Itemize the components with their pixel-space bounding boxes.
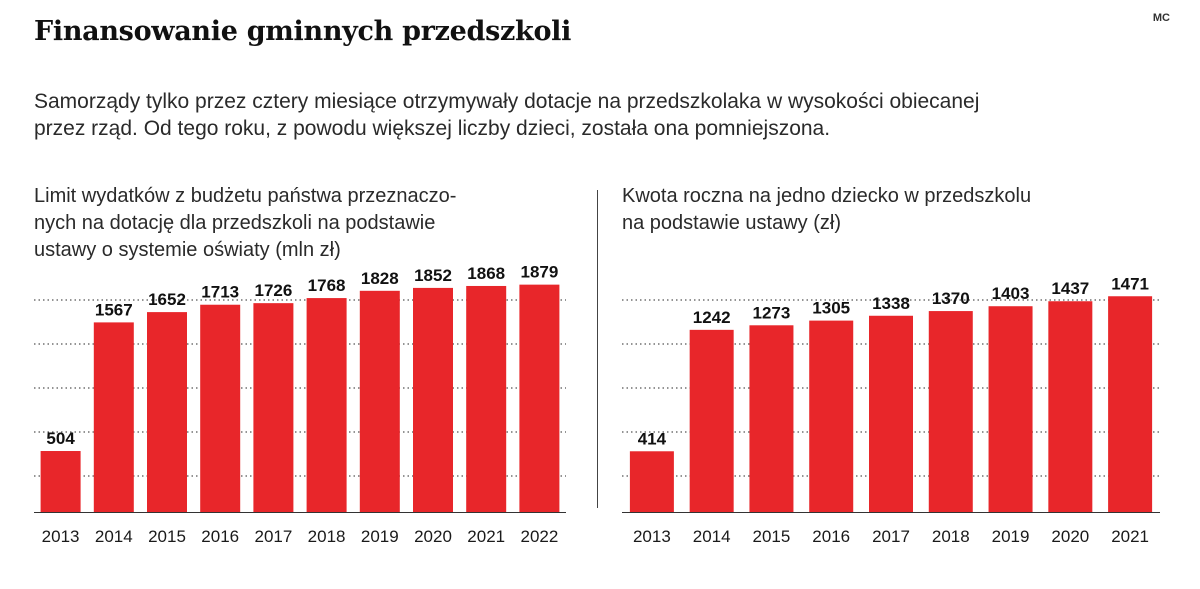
right-data-label-2021: 1471 bbox=[1111, 274, 1149, 293]
chart-divider bbox=[597, 190, 598, 508]
left-data-label-2022: 1879 bbox=[520, 263, 558, 282]
left-tick-label-2015: 2015 bbox=[148, 527, 186, 546]
left-data-label-2013: 504 bbox=[46, 429, 75, 448]
right-data-label-2019: 1403 bbox=[992, 284, 1030, 303]
left-bar-2021 bbox=[466, 285, 507, 512]
left-chart-title-line-1: Limit wydatków z budżetu państwa przezna… bbox=[34, 185, 457, 207]
left-data-label-2015: 1652 bbox=[148, 290, 186, 309]
right-tick-label-2021: 2021 bbox=[1111, 527, 1149, 546]
right-bar-chart: 414 2013 1242 2014 1273 2015 1305 2016 1338 2017 1… bbox=[622, 274, 1160, 546]
left-bar-2020 bbox=[413, 287, 453, 512]
left-tick-label-2014: 2014 bbox=[95, 527, 133, 546]
right-bar-2019 bbox=[988, 306, 1033, 512]
left-tick-label-2013: 2013 bbox=[42, 527, 80, 546]
right-bar-2017 bbox=[869, 315, 913, 512]
right-data-label-2020: 1437 bbox=[1051, 279, 1089, 298]
page-title: Finansowanie gminnych przedszkoli bbox=[34, 16, 572, 47]
left-bar-2018 bbox=[306, 298, 347, 512]
right-tick-label-2016: 2016 bbox=[812, 527, 850, 546]
left-tick-label-2021: 2021 bbox=[467, 527, 505, 546]
right-tick-label-2014: 2014 bbox=[693, 527, 731, 546]
right-tick-label-2020: 2020 bbox=[1051, 527, 1089, 546]
left-bar-2014 bbox=[93, 322, 134, 512]
right-tick-label-2019: 2019 bbox=[992, 527, 1030, 546]
right-tick-label-2013: 2013 bbox=[633, 527, 671, 546]
left-tick-label-2017: 2017 bbox=[254, 527, 292, 546]
left-bar-2015 bbox=[147, 312, 187, 512]
right-tick-label-2017: 2017 bbox=[872, 527, 910, 546]
page-subtitle: Samorządy tylko przez cztery miesiące ot… bbox=[34, 88, 1144, 142]
right-chart-title: Kwota roczna na jedno dziecko w przedszk… bbox=[622, 183, 1142, 237]
subtitle-line-2: przez rząd. Od tego roku, z powodu więks… bbox=[34, 117, 831, 140]
right-data-label-2018: 1370 bbox=[932, 289, 970, 308]
right-bar-2014 bbox=[689, 329, 734, 512]
right-data-label-2017: 1338 bbox=[872, 294, 910, 313]
right-data-label-2013: 414 bbox=[638, 429, 667, 448]
left-bar-2013 bbox=[40, 451, 81, 512]
left-data-label-2020: 1852 bbox=[414, 266, 452, 285]
right-bar-2015 bbox=[749, 325, 794, 512]
left-tick-label-2020: 2020 bbox=[414, 527, 452, 546]
right-data-label-2016: 1305 bbox=[812, 299, 850, 318]
right-data-label-2015: 1273 bbox=[753, 303, 791, 322]
right-bar-2021 bbox=[1108, 296, 1153, 512]
left-tick-label-2018: 2018 bbox=[308, 527, 346, 546]
right-tick-label-2015: 2015 bbox=[753, 527, 791, 546]
right-bar-2018 bbox=[928, 311, 973, 512]
left-bar-2019 bbox=[359, 290, 400, 512]
left-data-label-2016: 1713 bbox=[201, 283, 239, 302]
left-chart-title: Limit wydatków z budżetu państwa przezna… bbox=[34, 183, 574, 264]
left-bar-2017 bbox=[253, 303, 294, 512]
left-tick-label-2022: 2022 bbox=[520, 527, 558, 546]
left-data-label-2017: 1726 bbox=[254, 281, 292, 300]
subtitle-line-1: Samorządy tylko przez cztery miesiące ot… bbox=[34, 90, 980, 113]
right-bar-2016 bbox=[809, 320, 854, 512]
left-tick-label-2016: 2016 bbox=[201, 527, 239, 546]
left-bar-chart: 504 2013 1567 2014 1652 2015 1713 2016 1726 2017 1… bbox=[34, 263, 566, 546]
right-chart-title-line-2: na podstawie ustawy (zł) bbox=[622, 212, 841, 234]
left-bar-2016 bbox=[200, 304, 241, 512]
right-chart-title-line-1: Kwota roczna na jedno dziecko w przedszk… bbox=[622, 185, 1032, 207]
left-bar-2022 bbox=[519, 284, 560, 512]
right-tick-label-2018: 2018 bbox=[932, 527, 970, 546]
left-tick-label-2019: 2019 bbox=[361, 527, 399, 546]
left-data-label-2018: 1768 bbox=[308, 276, 346, 295]
right-data-label-2014: 1242 bbox=[693, 308, 731, 327]
left-data-label-2021: 1868 bbox=[467, 264, 505, 283]
left-chart-title-line-3: ustawy o systemie oświaty (mln zł) bbox=[34, 239, 341, 261]
right-bar-2020 bbox=[1048, 301, 1093, 512]
left-chart-title-line-2: nych na dotację dla przedszkoli na podst… bbox=[34, 212, 436, 234]
right-bar-2013 bbox=[629, 451, 674, 512]
left-data-label-2014: 1567 bbox=[95, 300, 133, 319]
author-credit: MC bbox=[1152, 12, 1170, 24]
left-data-label-2019: 1828 bbox=[361, 269, 399, 288]
